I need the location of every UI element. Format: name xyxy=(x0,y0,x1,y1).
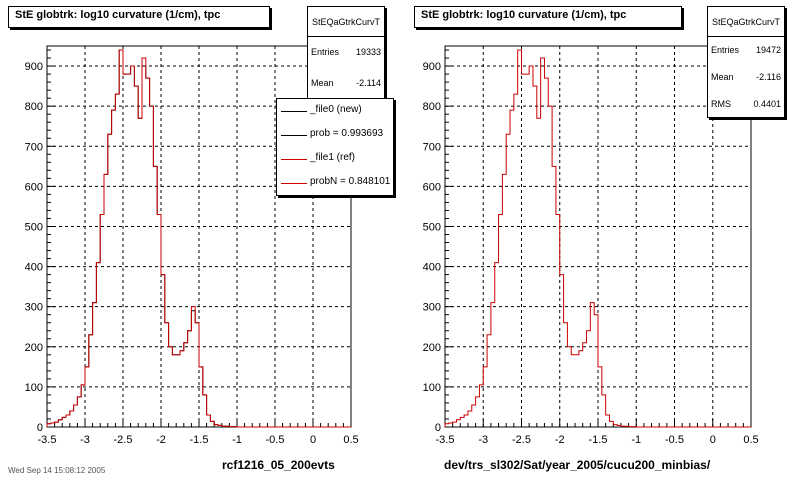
legend-entry: probN = 0.848101 xyxy=(277,171,393,195)
y-tick-label: 300 xyxy=(423,302,441,314)
y-tick-label: 500 xyxy=(423,221,441,233)
y-tick-label: 900 xyxy=(423,61,441,73)
right-stats-value: 19472 xyxy=(755,45,781,55)
x-tick-label: -0.5 xyxy=(665,434,684,446)
y-tick-label: 500 xyxy=(25,221,43,233)
y-tick-label: 100 xyxy=(423,382,441,394)
right-stats-box: StEQaGtrkCurvT Entries 19472 Mean -2.116… xyxy=(707,6,785,118)
left-stats-label: Mean xyxy=(311,78,334,88)
x-tick-label: 0 xyxy=(310,434,316,446)
x-tick-label: -2.5 xyxy=(512,434,531,446)
plot-frame xyxy=(444,45,752,428)
right-stats-row-rms: RMS 0.4401 xyxy=(708,91,784,117)
right-stats-label: RMS xyxy=(711,99,731,109)
y-tick-label: 600 xyxy=(25,181,43,193)
y-tick-label: 900 xyxy=(25,61,43,73)
x-tick-label: -2 xyxy=(555,434,565,446)
right-stats-name: StEQaGtrkCurvT xyxy=(708,7,784,37)
left-stats-value: 19333 xyxy=(355,47,381,57)
right-chart-plot: -3.5 -3 -2.5 -2 -1.5 -1 -0.5 0 0.5 0 100 200 300 400 5… xyxy=(423,45,759,446)
right-stats-label: Entries xyxy=(711,45,740,55)
legend-entry: prob = 0.993693 xyxy=(277,123,393,147)
legend-swatch xyxy=(281,135,307,136)
y-tick-label: 200 xyxy=(25,342,43,354)
right-chart-title: StE globtrk: log10 curvature (1/cm), tpc xyxy=(414,6,682,28)
right-x-axis-caption: dev/trs_sl302/Sat/year_2005/cucu200_minb… xyxy=(444,458,711,472)
x-tick-label: -1.5 xyxy=(589,434,608,446)
histogram-series-line xyxy=(46,49,351,428)
legend-label: _file0 (new) xyxy=(310,104,362,115)
y-tick-label: 200 xyxy=(423,342,441,354)
y-tick-label: 0 xyxy=(37,422,43,434)
left-stats-box: StEQaGtrkCurvT Entries 19333 Mean -2.114 xyxy=(307,6,385,100)
left-stats-row-mean: Mean -2.114 xyxy=(308,68,384,99)
y-tick-label: 0 xyxy=(435,422,441,434)
right-stats-value: 0.4401 xyxy=(753,99,781,109)
x-tick-label: -3 xyxy=(478,434,488,446)
x-tick-label: -0.5 xyxy=(266,434,285,446)
histogram-series-line xyxy=(444,49,751,428)
left-stats-row-entries: Entries 19333 xyxy=(308,37,384,68)
legend-label: probN = 0.848101 xyxy=(310,176,391,187)
y-tick-label: 400 xyxy=(423,262,441,274)
legend-swatch xyxy=(281,183,307,184)
x-tick-label: -1.5 xyxy=(190,434,209,446)
legend-label: _file1 (ref) xyxy=(310,152,356,163)
right-stats-value: -2.116 xyxy=(756,72,781,82)
y-tick-label: 400 xyxy=(25,262,43,274)
x-tick-label: -2.5 xyxy=(114,434,133,446)
x-tick-label: -3.5 xyxy=(38,434,57,446)
y-tick-label: 100 xyxy=(25,382,43,394)
legend-swatch xyxy=(281,159,307,160)
y-tick-label: 700 xyxy=(25,141,43,153)
x-tick-label: -3 xyxy=(80,434,90,446)
left-legend: _file0 (new) prob = 0.993693 _file1 (ref… xyxy=(276,98,394,196)
legend-entry: _file0 (new) xyxy=(277,99,393,123)
right-stats-label: Mean xyxy=(711,72,734,82)
left-stats-name: StEQaGtrkCurvT xyxy=(308,7,384,37)
legend-swatch xyxy=(281,111,307,112)
left-stats-value: -2.114 xyxy=(356,78,381,88)
right-chart-pane: -3.5 -3 -2.5 -2 -1.5 -1 -0.5 0 0.5 0 100 200 300 400 5… xyxy=(400,0,800,480)
y-tick-label: 300 xyxy=(25,302,43,314)
y-tick-label: 700 xyxy=(423,141,441,153)
x-tick-label: -3.5 xyxy=(436,434,455,446)
left-x-axis-caption: rcf1216_05_200evts xyxy=(222,458,335,472)
legend-entry: _file1 (ref) xyxy=(277,147,393,171)
x-tick-label: 0 xyxy=(710,434,716,446)
left-chart-title: StE globtrk: log10 curvature (1/cm), tpc xyxy=(8,6,270,28)
right-stats-row-mean: Mean -2.116 xyxy=(708,64,784,91)
right-stats-row-entries: Entries 19472 xyxy=(708,37,784,64)
legend-label: prob = 0.993693 xyxy=(310,128,384,139)
timestamp-footer: Wed Sep 14 15:08:12 2005 xyxy=(8,466,106,475)
x-tick-label: -1 xyxy=(232,434,242,446)
y-tick-label: 600 xyxy=(423,181,441,193)
left-chart-pane: -3.5 -3 -2.5 -2 -1.5 -1 -0.5 0 0.5 0 100 200 300 400 5… xyxy=(8,6,394,475)
x-tick-label: -2 xyxy=(156,434,166,446)
x-tick-label: -1 xyxy=(631,434,641,446)
x-tick-label: 0.5 xyxy=(743,434,758,446)
left-stats-label: Entries xyxy=(311,47,340,57)
x-tick-label: 0.5 xyxy=(343,434,358,446)
y-tick-label: 800 xyxy=(423,101,441,113)
y-tick-label: 800 xyxy=(25,101,43,113)
